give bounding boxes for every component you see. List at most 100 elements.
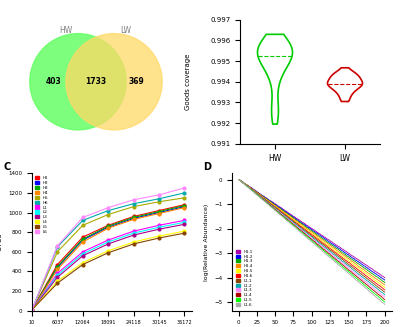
- L1.4: [246, 185, 250, 189]
- H1.5: [264, 198, 269, 202]
- L1.1: [237, 178, 242, 181]
- H1.6: [276, 207, 280, 211]
- L2: [30, 308, 34, 312]
- L1.2: [237, 178, 242, 181]
- Line: L1.1: L1.1: [239, 180, 385, 292]
- H3: [131, 215, 136, 219]
- L1.2: [375, 287, 380, 291]
- L6: [131, 198, 136, 202]
- L1.2: [370, 283, 375, 287]
- L1.6: [370, 292, 375, 296]
- H1.1: [375, 271, 380, 275]
- Line: H1.5: H1.5: [239, 180, 385, 287]
- H1.6: [264, 198, 269, 202]
- L1.4: [237, 178, 242, 182]
- H1.2: [382, 278, 387, 282]
- L5: [131, 242, 136, 246]
- H2: [156, 211, 161, 215]
- L1.6: [382, 302, 387, 306]
- H1.2: [276, 205, 280, 209]
- H4: [131, 217, 136, 221]
- L1.2: [382, 293, 387, 297]
- H1.2: [264, 197, 269, 200]
- Text: 1733: 1733: [86, 77, 106, 86]
- L1.5: [246, 185, 250, 189]
- H1.3: [375, 275, 380, 279]
- H1.6: [375, 283, 380, 286]
- H3: [156, 210, 161, 214]
- L1.1: [370, 281, 375, 285]
- H4: [156, 212, 161, 215]
- H1.3: [237, 178, 242, 181]
- L1.3: [276, 209, 280, 213]
- L2: [80, 252, 85, 256]
- H1.2: [243, 182, 248, 186]
- L6: [80, 215, 85, 219]
- H4: [182, 206, 187, 210]
- Line: H6: H6: [31, 192, 186, 311]
- H4: [80, 240, 85, 244]
- H6: [80, 218, 85, 222]
- Y-axis label: OTUs: OTUs: [0, 233, 3, 251]
- H1.5: [276, 207, 280, 211]
- L1.5: [382, 300, 387, 304]
- L1: [30, 308, 34, 312]
- Line: L1.4: L1.4: [239, 180, 385, 300]
- L1.3: [243, 182, 248, 186]
- L3: [106, 242, 110, 246]
- L2: [156, 225, 161, 229]
- H1.5: [237, 178, 242, 182]
- L3: [80, 254, 85, 258]
- H1.3: [382, 281, 387, 284]
- Legend: H1.1, H1.2, H1.3, H1.4, H1.5, H1.6, L1.1, L1.2, L1.3, L1.4, L1.5, L1.6: H1.1, H1.2, H1.3, H1.4, H1.5, H1.6, L1.1…: [234, 248, 254, 309]
- Y-axis label: Goods coverage: Goods coverage: [185, 54, 191, 110]
- H1.5: [375, 280, 380, 284]
- L1.6: [237, 178, 242, 182]
- L1.4: [375, 292, 380, 296]
- L6: [156, 193, 161, 197]
- L2: [55, 273, 60, 277]
- L3: [30, 308, 34, 312]
- L4: [131, 240, 136, 244]
- H1.4: [370, 274, 375, 278]
- H1.4: [237, 178, 242, 181]
- L1: [131, 229, 136, 233]
- H1.2: [375, 273, 380, 277]
- L6: [106, 206, 110, 210]
- L1.5: [264, 200, 269, 204]
- L3: [55, 275, 60, 279]
- H5: [182, 196, 187, 200]
- L1.2: [243, 182, 248, 186]
- H1.4: [246, 184, 250, 188]
- H1.1: [370, 267, 375, 271]
- Line: H1: H1: [31, 203, 186, 311]
- H3: [55, 265, 60, 268]
- L1.3: [370, 285, 375, 289]
- H6: [55, 245, 60, 249]
- L3: [182, 222, 187, 226]
- Line: H1.2: H1.2: [239, 180, 385, 280]
- H2: [182, 205, 187, 209]
- L1.1: [264, 199, 269, 203]
- H1.3: [276, 205, 280, 209]
- H1.3: [370, 271, 375, 275]
- L1: [80, 250, 85, 254]
- Y-axis label: log(Relative Abundance): log(Relative Abundance): [204, 203, 208, 281]
- Line: H2: H2: [31, 205, 186, 311]
- H1.6: [243, 182, 248, 186]
- L3: [131, 233, 136, 237]
- H1.1: [264, 196, 269, 200]
- H6: [30, 308, 34, 312]
- L1.1: [276, 208, 280, 212]
- H3: [80, 237, 85, 241]
- Circle shape: [66, 34, 162, 130]
- Line: H4: H4: [31, 206, 186, 311]
- L1.5: [237, 178, 242, 182]
- Line: L1.2: L1.2: [239, 180, 385, 295]
- Line: H1.1: H1.1: [239, 180, 385, 278]
- Line: H1.3: H1.3: [239, 180, 385, 283]
- L1.4: [276, 210, 280, 214]
- Text: D: D: [203, 162, 211, 172]
- Line: L3: L3: [31, 223, 186, 311]
- H1.1: [243, 181, 248, 185]
